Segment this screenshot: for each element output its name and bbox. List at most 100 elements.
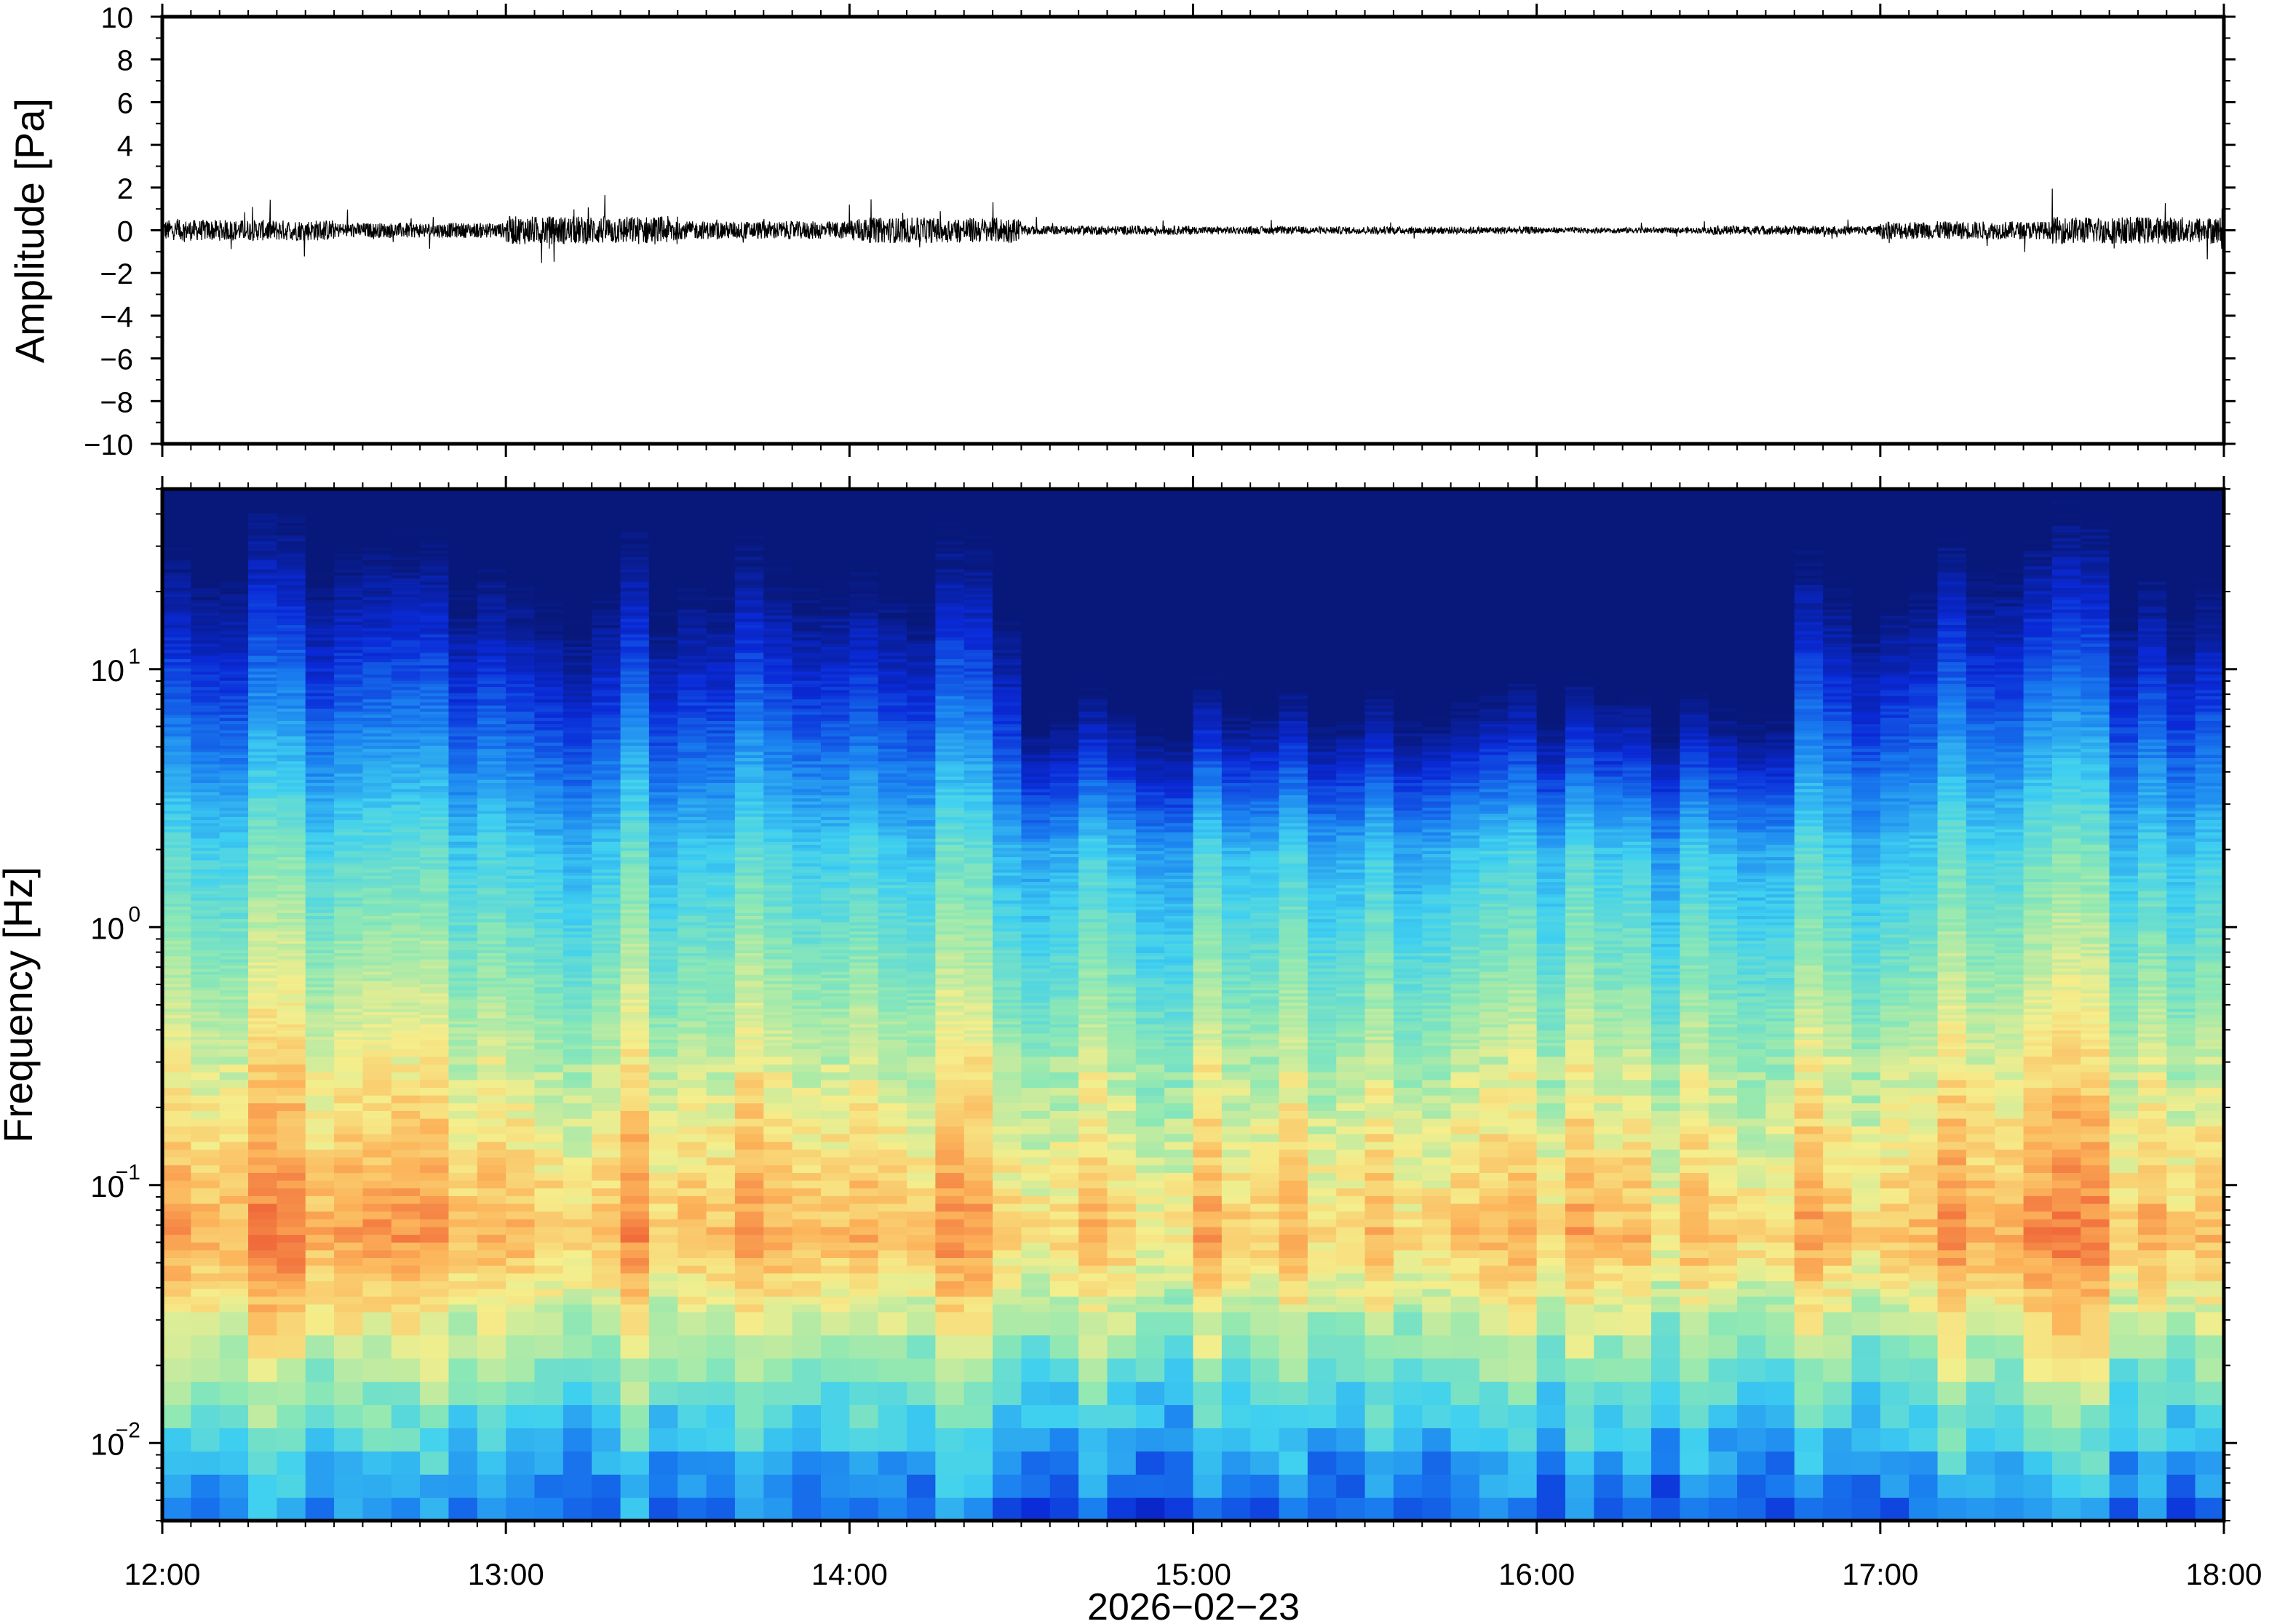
spectrogram-cell <box>277 557 306 560</box>
spectrogram-cell <box>334 584 363 588</box>
spectrogram-cell <box>191 529 220 533</box>
spectrogram-cell <box>277 1002 306 1006</box>
spectrogram-cell <box>763 1312 792 1336</box>
spectrogram-cell <box>535 851 564 854</box>
spectrogram-cell <box>306 643 335 647</box>
spectrogram-cell <box>191 1134 220 1142</box>
spectrogram-cell <box>563 770 592 773</box>
spectrogram-cell <box>763 1126 792 1134</box>
spectrogram-cell <box>248 869 277 873</box>
spectrogram-cell <box>277 1118 306 1126</box>
spectrogram-cell <box>477 915 506 919</box>
spectrogram-cell <box>420 643 449 647</box>
spectrogram-cell <box>563 752 592 755</box>
spectrogram-cell <box>248 1335 277 1359</box>
spectrogram-cell <box>677 699 707 703</box>
spectrogram-cell <box>448 947 477 950</box>
spectrogram-cell <box>477 1087 506 1095</box>
spectrogram-cell <box>592 931 621 935</box>
spectrogram-cell <box>735 724 764 728</box>
spectrogram-cell <box>649 1014 678 1018</box>
spectrogram-cell <box>306 658 335 662</box>
spectrogram-cell <box>392 569 421 573</box>
spectrogram-cell <box>162 699 191 703</box>
spectrogram-cell <box>392 621 421 625</box>
spectrogram-cell <box>506 550 535 554</box>
spectrogram-cell <box>162 792 191 795</box>
spectrogram-cell <box>362 779 392 783</box>
spectrogram-cell <box>477 1142 506 1150</box>
spectrogram-cell <box>277 693 306 696</box>
spectrogram-cell <box>220 1014 249 1018</box>
spectrogram-cell <box>621 665 650 669</box>
spectrogram-cell <box>306 621 335 625</box>
spectrogram-cell <box>649 770 678 773</box>
spectrogram-cell <box>220 1021 249 1024</box>
spectrogram-cell <box>420 535 449 538</box>
spectrogram-cell <box>677 680 707 684</box>
spectrogram-cell <box>306 761 335 765</box>
spectrogram-cell <box>277 671 306 674</box>
spectrogram-cell <box>677 1134 707 1142</box>
spectrogram-cell <box>162 1048 191 1056</box>
spectrogram-cell <box>763 1030 792 1034</box>
spectrogram-cell <box>735 755 764 758</box>
spectrogram-cell <box>763 999 792 1003</box>
spectrogram-cell <box>563 1242 592 1250</box>
spectrogram-cell <box>535 720 564 724</box>
spectrogram-cell <box>448 658 477 662</box>
spectrogram-cell <box>763 1235 792 1243</box>
spectrogram-cell <box>592 646 621 650</box>
spectrogram-cell <box>592 720 621 724</box>
spectrogram-cell <box>248 1203 277 1211</box>
spectrogram-cell <box>563 1273 592 1281</box>
spectrogram-cell <box>592 618 621 622</box>
spectrogram-cell <box>306 584 335 588</box>
spectrogram-cell <box>477 650 506 653</box>
spectrogram-cell <box>420 1157 449 1165</box>
spectrogram-cell <box>477 1024 506 1027</box>
spectrogram-cell <box>191 922 220 926</box>
spectrogram-cell <box>535 510 564 514</box>
spectrogram-cell <box>563 1195 592 1203</box>
spectrogram-cell <box>191 1289 220 1297</box>
spectrogram-cell <box>477 909 506 913</box>
spectrogram-cell <box>477 776 506 780</box>
spectrogram-cell <box>277 832 306 835</box>
spectrogram-cell <box>220 857 249 861</box>
spectrogram-cell <box>306 1110 335 1118</box>
spectrogram-cell <box>220 819 249 823</box>
spectrogram-cell <box>563 897 592 901</box>
spectrogram-cell <box>191 1358 220 1382</box>
spectrogram-cell <box>592 1126 621 1134</box>
spectrogram-cell <box>649 813 678 817</box>
spectrogram-cell <box>735 782 764 786</box>
spectrogram-cell <box>220 826 249 829</box>
spectrogram-cell <box>707 977 736 981</box>
spectrogram-cell <box>248 999 277 1003</box>
spectrogram-cell <box>506 752 535 755</box>
spectrogram-cell <box>707 1006 736 1009</box>
spectrogram-cell <box>220 952 249 956</box>
spectrogram-cell <box>334 816 363 820</box>
spectrogram-cell <box>563 1008 592 1012</box>
spectrogram-cell <box>248 640 277 644</box>
spectrogram-cell <box>477 971 506 975</box>
spectrogram-cell <box>735 677 764 681</box>
spectrogram-cell <box>735 535 764 538</box>
spectrogram-cell <box>592 683 621 687</box>
spectrogram-cell <box>649 1227 678 1235</box>
spectrogram-cell <box>735 984 764 987</box>
spectrogram-cell <box>677 1072 707 1080</box>
spectrogram-cell <box>420 612 449 616</box>
spectrogram-cell <box>563 535 592 538</box>
spectrogram-cell <box>707 715 736 718</box>
spectrogram-cell <box>448 578 477 582</box>
spectrogram-cell <box>248 789 277 792</box>
spectrogram-cell <box>248 1451 277 1475</box>
spectrogram-cell <box>162 618 191 622</box>
spectrogram-cell <box>477 940 506 944</box>
spectrogram-cell <box>621 727 650 731</box>
spectrogram-cell <box>735 492 764 495</box>
